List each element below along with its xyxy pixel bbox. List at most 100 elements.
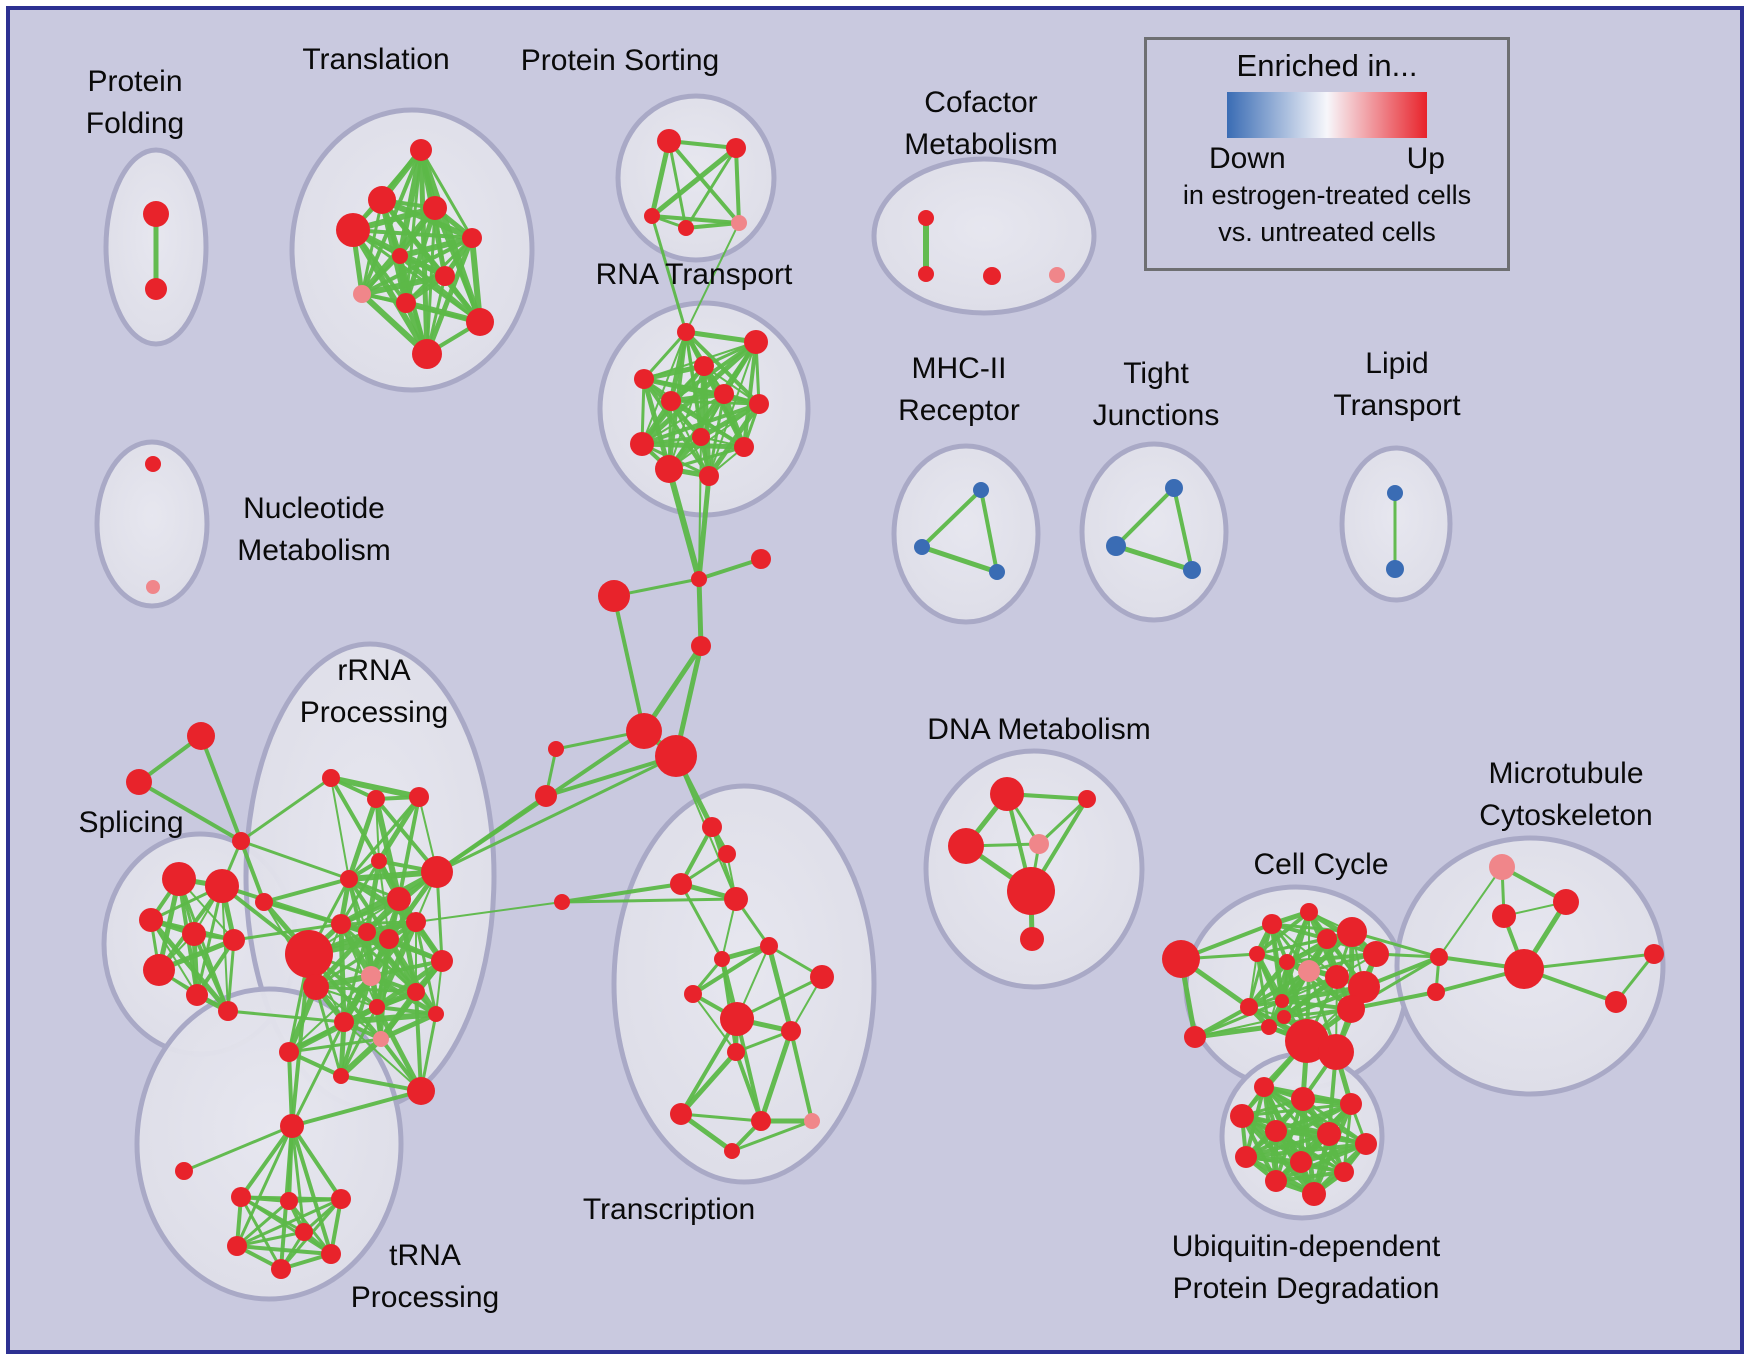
gene-set-node-down [1165, 479, 1183, 497]
gene-set-node-down [1387, 485, 1403, 501]
network-edge [364, 858, 382, 935]
network-edge [287, 1050, 294, 1128]
gene-set-node-up [295, 1223, 313, 1241]
gene-set-node-up [1230, 1104, 1254, 1128]
gene-set-node-up [331, 914, 351, 934]
gene-set-node-up [684, 985, 702, 1003]
network-edge [403, 205, 438, 306]
gene-set-node-up [205, 869, 239, 903]
gene-set-node-up [644, 208, 660, 224]
cluster-label-cc: Cell Cycle [1253, 848, 1388, 881]
network-edge [199, 734, 243, 843]
gene-set-node-up [143, 954, 175, 986]
gene-set-node-up [691, 636, 711, 656]
gene-set-node-up [1300, 903, 1318, 921]
gene-set-node-up [699, 466, 719, 486]
gene-set-node-up [333, 1068, 349, 1084]
network-edge [734, 146, 741, 225]
network-edge [979, 488, 999, 574]
network-edge [415, 901, 563, 923]
network-edge [239, 839, 266, 904]
network-edge [1268, 961, 1288, 1028]
network-edge [640, 402, 761, 446]
gene-set-node-up [1363, 941, 1389, 967]
network-edge [706, 401, 762, 479]
gene-set-node-up [431, 950, 453, 972]
gene-set-node-down [1183, 561, 1201, 579]
cluster-label-lipid: Lipid Transport [1333, 347, 1461, 422]
network-edge [1193, 999, 1284, 1039]
network-edge [758, 1028, 794, 1124]
network-edge [347, 795, 421, 881]
network-edge [359, 273, 448, 297]
gene-set-node-up [983, 267, 1001, 285]
gene-set-node-up [279, 1042, 299, 1062]
gene-set-node-up [322, 769, 340, 787]
gene-set-node-up [227, 1236, 247, 1256]
gene-set-node-up [1261, 1019, 1277, 1035]
network-edge [678, 1049, 739, 1117]
legend-caption-line1: in estrogen-treated cells [1182, 179, 1472, 210]
gene-set-node-up [548, 741, 564, 757]
gene-set-node-up [1337, 917, 1367, 947]
gene-set-node-up [1290, 1151, 1312, 1173]
gene-set-node-down [914, 539, 930, 555]
gene-set-node-up [1279, 954, 1295, 970]
network-edge [235, 1124, 294, 1248]
gene-set-node-up [412, 339, 442, 369]
gene-set-node-up [428, 1006, 444, 1022]
network-canvas: Protein Folding Translation Protein Sorting… [78, 43, 1666, 1314]
network-edge [1244, 1132, 1331, 1159]
gene-set-node-up [670, 1103, 692, 1125]
network-edge [679, 882, 724, 961]
gene-set-node-up [406, 912, 426, 932]
network-edge [469, 235, 483, 325]
gene-set-node-up [702, 817, 722, 837]
gene-set-node-up [1644, 944, 1664, 964]
network-edge [698, 401, 762, 440]
network-edge [685, 222, 740, 333]
network-edge [346, 796, 379, 882]
network-edge [1285, 952, 1378, 964]
network-edge [338, 1036, 384, 1079]
gene-set-node-up [139, 908, 163, 932]
gene-set-node-up [409, 787, 429, 807]
network-edge [239, 1124, 294, 1199]
gene-set-node-up [223, 929, 245, 951]
network-edge [397, 795, 421, 901]
network-edge [1037, 797, 1089, 846]
network-edge [1274, 1142, 1368, 1183]
network-edge [369, 959, 444, 978]
network-edge [374, 1004, 424, 1094]
gene-set-node-up [1007, 867, 1055, 915]
gene-set-node-up [387, 887, 411, 911]
network-edge [692, 993, 737, 1053]
network-edge [350, 227, 430, 357]
network-edge [360, 236, 474, 296]
gene-set-node-up [462, 228, 482, 248]
gene-set-node-up [1318, 1034, 1354, 1070]
gene-set-node-up-light [353, 285, 371, 303]
network-edge [368, 919, 419, 979]
network-edge [1522, 952, 1656, 971]
cluster-label-splicing: Splicing [78, 806, 183, 839]
cluster-label-transcription: Transcription [583, 1193, 755, 1226]
network-edge [735, 1017, 763, 1123]
gene-set-node-up [466, 308, 494, 336]
gene-set-node-up [1504, 949, 1544, 989]
network-edge [239, 1195, 283, 1271]
gene-set-node-up [1553, 889, 1579, 915]
network-edge [397, 235, 475, 259]
network-edge [221, 885, 229, 1012]
gene-set-node-up [1249, 946, 1265, 962]
network-edge [328, 775, 422, 800]
network-edge [288, 975, 372, 1053]
network-edge [667, 139, 741, 225]
gene-set-node-up [1235, 1146, 1257, 1168]
gene-set-node-up [162, 862, 196, 896]
gene-set-node-up [303, 974, 329, 1000]
gene-set-node-up [1334, 1162, 1354, 1182]
network-edge [1247, 969, 1311, 1009]
gene-set-node-up [232, 832, 250, 850]
network-edge [182, 1124, 294, 1173]
